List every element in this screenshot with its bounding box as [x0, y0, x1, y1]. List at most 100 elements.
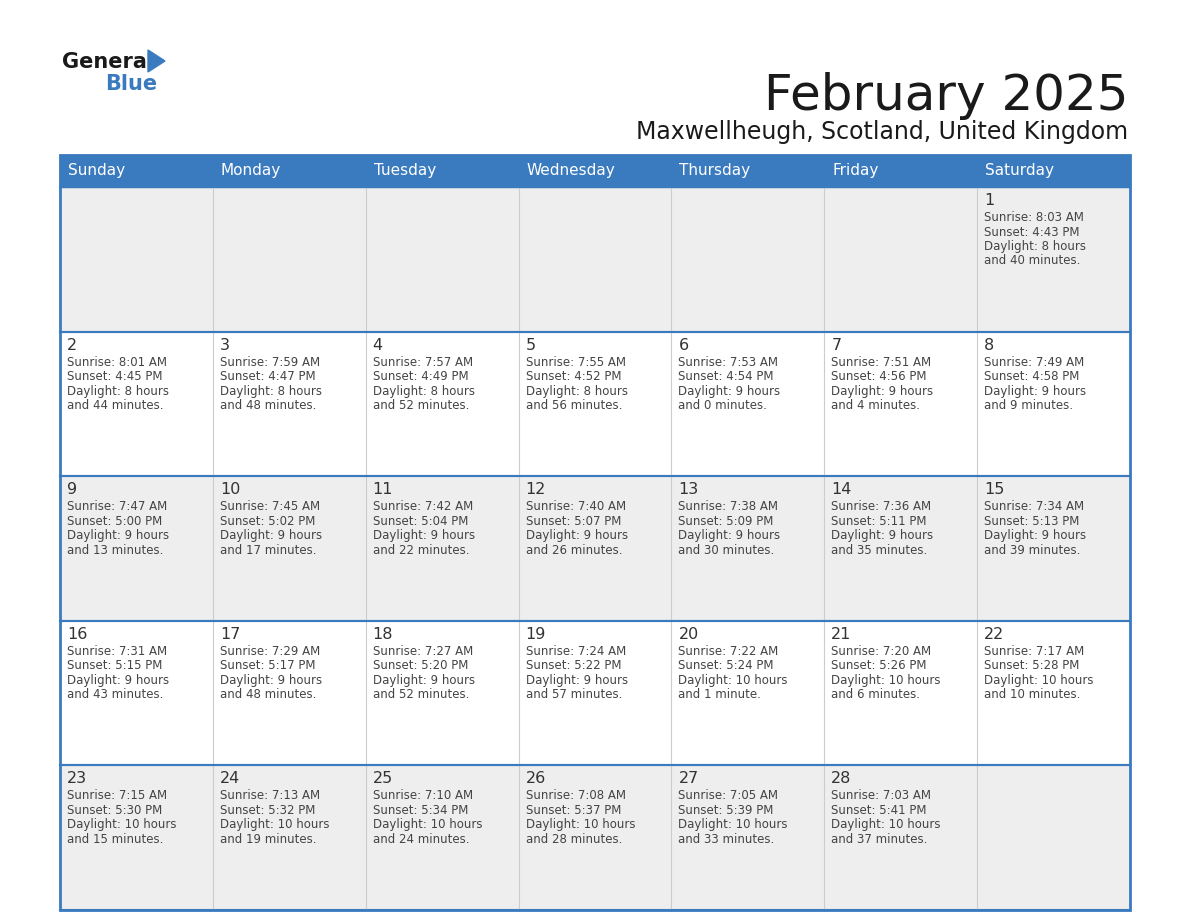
Text: Daylight: 9 hours: Daylight: 9 hours: [67, 674, 169, 687]
Text: Sunset: 5:30 PM: Sunset: 5:30 PM: [67, 804, 163, 817]
Text: Sunrise: 7:40 AM: Sunrise: 7:40 AM: [525, 500, 626, 513]
Text: Sunset: 5:07 PM: Sunset: 5:07 PM: [525, 515, 621, 528]
Text: and 33 minutes.: and 33 minutes.: [678, 833, 775, 845]
Text: 15: 15: [984, 482, 1005, 498]
Text: Sunrise: 7:29 AM: Sunrise: 7:29 AM: [220, 644, 320, 658]
Bar: [61, 331, 1130, 476]
Text: Sunrise: 7:49 AM: Sunrise: 7:49 AM: [984, 355, 1085, 369]
Text: and 44 minutes.: and 44 minutes.: [67, 399, 164, 412]
Text: and 24 minutes.: and 24 minutes.: [373, 833, 469, 845]
Text: Daylight: 9 hours: Daylight: 9 hours: [220, 529, 322, 543]
Text: Sunset: 5:32 PM: Sunset: 5:32 PM: [220, 804, 315, 817]
Text: 25: 25: [373, 771, 393, 787]
Text: 27: 27: [678, 771, 699, 787]
Text: 19: 19: [525, 627, 546, 642]
Text: and 43 minutes.: and 43 minutes.: [67, 688, 164, 701]
Bar: [61, 155, 1130, 910]
Text: Sunrise: 7:22 AM: Sunrise: 7:22 AM: [678, 644, 778, 658]
Text: and 37 minutes.: and 37 minutes.: [832, 833, 928, 845]
Text: Sunset: 4:45 PM: Sunset: 4:45 PM: [67, 370, 163, 383]
Text: 20: 20: [678, 627, 699, 642]
Text: and 17 minutes.: and 17 minutes.: [220, 543, 316, 556]
Text: Daylight: 9 hours: Daylight: 9 hours: [678, 529, 781, 543]
Text: Daylight: 10 hours: Daylight: 10 hours: [678, 674, 788, 687]
Text: Sunrise: 7:57 AM: Sunrise: 7:57 AM: [373, 355, 473, 369]
Text: 26: 26: [525, 771, 545, 787]
Text: Sunset: 4:49 PM: Sunset: 4:49 PM: [373, 370, 468, 383]
Text: Daylight: 8 hours: Daylight: 8 hours: [984, 240, 1086, 253]
Text: and 15 minutes.: and 15 minutes.: [67, 833, 164, 845]
Text: 24: 24: [220, 771, 240, 787]
Text: Sunrise: 7:38 AM: Sunrise: 7:38 AM: [678, 500, 778, 513]
Text: Daylight: 9 hours: Daylight: 9 hours: [832, 385, 934, 397]
Text: Wednesday: Wednesday: [526, 163, 615, 178]
Text: Sunset: 5:13 PM: Sunset: 5:13 PM: [984, 515, 1080, 528]
Text: 2: 2: [67, 338, 77, 353]
Text: Daylight: 10 hours: Daylight: 10 hours: [984, 674, 1094, 687]
Text: and 57 minutes.: and 57 minutes.: [525, 688, 623, 701]
Text: Tuesday: Tuesday: [374, 163, 436, 178]
Text: and 56 minutes.: and 56 minutes.: [525, 399, 623, 412]
Text: Sunset: 5:22 PM: Sunset: 5:22 PM: [525, 659, 621, 672]
Text: Sunset: 5:39 PM: Sunset: 5:39 PM: [678, 804, 773, 817]
Text: Daylight: 9 hours: Daylight: 9 hours: [373, 529, 475, 543]
Text: Sunset: 4:43 PM: Sunset: 4:43 PM: [984, 226, 1080, 239]
Text: and 48 minutes.: and 48 minutes.: [220, 688, 316, 701]
Text: Sunset: 4:47 PM: Sunset: 4:47 PM: [220, 370, 316, 383]
Text: and 28 minutes.: and 28 minutes.: [525, 833, 623, 845]
Text: and 22 minutes.: and 22 minutes.: [373, 543, 469, 556]
Text: 10: 10: [220, 482, 240, 498]
Text: and 19 minutes.: and 19 minutes.: [220, 833, 316, 845]
Text: and 39 minutes.: and 39 minutes.: [984, 543, 1081, 556]
Text: Daylight: 10 hours: Daylight: 10 hours: [525, 819, 636, 832]
Text: Sunset: 5:11 PM: Sunset: 5:11 PM: [832, 515, 927, 528]
Text: Daylight: 10 hours: Daylight: 10 hours: [67, 819, 177, 832]
Text: and 13 minutes.: and 13 minutes.: [67, 543, 164, 556]
Text: 11: 11: [373, 482, 393, 498]
Text: Daylight: 9 hours: Daylight: 9 hours: [220, 674, 322, 687]
Text: Sunrise: 8:03 AM: Sunrise: 8:03 AM: [984, 211, 1083, 224]
Text: Sunset: 5:26 PM: Sunset: 5:26 PM: [832, 659, 927, 672]
Text: Sunrise: 7:13 AM: Sunrise: 7:13 AM: [220, 789, 320, 802]
Bar: [61, 766, 1130, 910]
Text: Daylight: 9 hours: Daylight: 9 hours: [67, 529, 169, 543]
Text: 5: 5: [525, 338, 536, 353]
Text: Daylight: 9 hours: Daylight: 9 hours: [525, 674, 627, 687]
Bar: [61, 621, 1130, 766]
Text: Sunrise: 7:08 AM: Sunrise: 7:08 AM: [525, 789, 626, 802]
Text: 13: 13: [678, 482, 699, 498]
Text: 28: 28: [832, 771, 852, 787]
Text: Daylight: 8 hours: Daylight: 8 hours: [373, 385, 475, 397]
Text: 1: 1: [984, 193, 994, 208]
Text: Sunrise: 7:15 AM: Sunrise: 7:15 AM: [67, 789, 168, 802]
Text: Sunrise: 7:34 AM: Sunrise: 7:34 AM: [984, 500, 1085, 513]
Text: Sunset: 5:17 PM: Sunset: 5:17 PM: [220, 659, 315, 672]
Text: and 40 minutes.: and 40 minutes.: [984, 254, 1081, 267]
Text: Thursday: Thursday: [680, 163, 751, 178]
Text: and 52 minutes.: and 52 minutes.: [373, 399, 469, 412]
Text: Sunrise: 7:17 AM: Sunrise: 7:17 AM: [984, 644, 1085, 658]
Text: Sunset: 5:04 PM: Sunset: 5:04 PM: [373, 515, 468, 528]
Text: Daylight: 8 hours: Daylight: 8 hours: [220, 385, 322, 397]
Text: Sunset: 5:37 PM: Sunset: 5:37 PM: [525, 804, 621, 817]
Text: 18: 18: [373, 627, 393, 642]
Text: Sunset: 4:52 PM: Sunset: 4:52 PM: [525, 370, 621, 383]
Text: Daylight: 10 hours: Daylight: 10 hours: [678, 819, 788, 832]
Text: Monday: Monday: [221, 163, 282, 178]
Text: Sunrise: 7:51 AM: Sunrise: 7:51 AM: [832, 355, 931, 369]
Text: Sunset: 5:34 PM: Sunset: 5:34 PM: [373, 804, 468, 817]
Bar: [61, 187, 1130, 331]
Text: Sunrise: 7:59 AM: Sunrise: 7:59 AM: [220, 355, 320, 369]
Text: Sunrise: 7:24 AM: Sunrise: 7:24 AM: [525, 644, 626, 658]
Text: Sunrise: 7:20 AM: Sunrise: 7:20 AM: [832, 644, 931, 658]
Text: 8: 8: [984, 338, 994, 353]
Text: Sunday: Sunday: [68, 163, 125, 178]
Text: and 35 minutes.: and 35 minutes.: [832, 543, 928, 556]
Text: Sunset: 5:20 PM: Sunset: 5:20 PM: [373, 659, 468, 672]
Text: 14: 14: [832, 482, 852, 498]
Text: Sunrise: 7:27 AM: Sunrise: 7:27 AM: [373, 644, 473, 658]
Text: Sunrise: 7:03 AM: Sunrise: 7:03 AM: [832, 789, 931, 802]
Text: Sunset: 5:09 PM: Sunset: 5:09 PM: [678, 515, 773, 528]
Text: Sunset: 5:41 PM: Sunset: 5:41 PM: [832, 804, 927, 817]
Text: Sunset: 5:02 PM: Sunset: 5:02 PM: [220, 515, 315, 528]
